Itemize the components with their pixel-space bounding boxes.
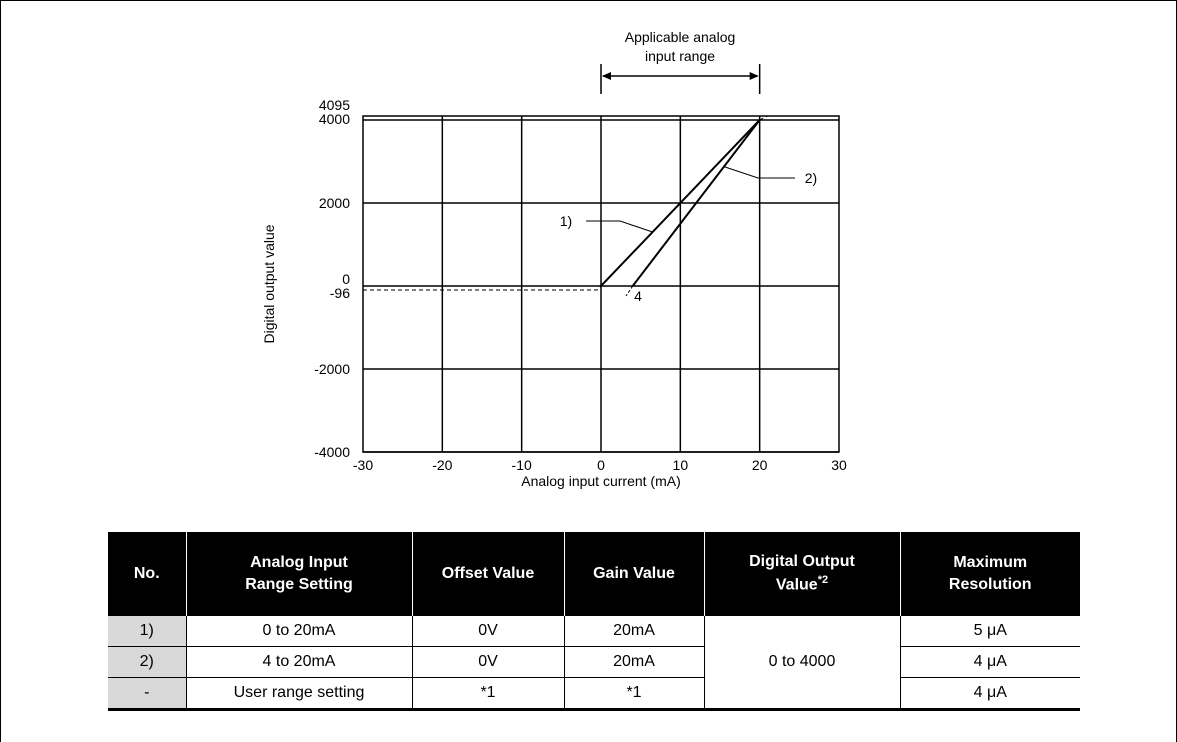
- dashed-limit-line: [363, 285, 602, 291]
- cell-gain: 20mA: [563, 646, 704, 678]
- cell-range: User range setting: [185, 677, 412, 711]
- io-characteristic-chart: -30 -20 -10 0 10 20 304095400020000-96-2000-40…: [261, 29, 847, 489]
- x-tick-label: -20: [432, 457, 452, 473]
- table-row: 1) 0 to 20mA 0V 20mA 0 to 4000 5 μA: [108, 616, 1080, 711]
- range-annotation-line2: input range: [645, 48, 715, 64]
- series-line: [631, 119, 761, 287]
- header-digital-output: Digital Output Value*2: [703, 532, 900, 616]
- x-tick-label: -30: [353, 457, 373, 473]
- range-arrow-head-left: [602, 72, 611, 80]
- callout-label-2: 2): [805, 170, 817, 186]
- y-tick-label: 0: [342, 271, 350, 287]
- y-tick-label: -4000: [314, 444, 350, 460]
- footnote-marker: *2: [817, 574, 829, 587]
- cell-no: 2): [108, 646, 186, 678]
- y-tick-label: 2000: [319, 195, 350, 211]
- header-offset: Offset Value: [411, 532, 564, 616]
- y-tick-label: -2000: [314, 361, 350, 377]
- range-arrow-head-right: [749, 72, 759, 80]
- y-axis-label: Digital output value: [261, 224, 277, 343]
- y-tick-label: -96: [330, 285, 350, 301]
- header-no: No.: [108, 532, 186, 616]
- cell-digital-output: 0 to 4000: [703, 616, 900, 711]
- resolution-table: No. Analog Input Range Setting Offset Val…: [108, 532, 1080, 711]
- callout-leader-2: [723, 166, 795, 179]
- cell-no: -: [108, 677, 186, 711]
- callout-leader-4: [625, 285, 634, 297]
- cell-no: 1): [108, 616, 186, 647]
- dashed-limit-line: [759, 115, 839, 121]
- y-tick-label: 4095: [319, 97, 350, 113]
- x-tick-label: 30: [831, 457, 847, 473]
- cell-resolution: 4 μA: [899, 677, 1080, 711]
- cell-resolution: 4 μA: [899, 646, 1080, 678]
- header-resolution: Maximum Resolution: [899, 532, 1080, 616]
- x-tick-label: -10: [512, 457, 532, 473]
- cell-offset: 0V: [411, 616, 564, 647]
- cell-gain: 20mA: [563, 616, 704, 647]
- cell-gain: *1: [563, 677, 704, 711]
- cell-offset: 0V: [411, 646, 564, 678]
- table-header-row: No. Analog Input Range Setting Offset Val…: [108, 532, 1080, 616]
- cell-range: 4 to 20mA: [185, 646, 412, 678]
- cell-range: 0 to 20mA: [185, 616, 412, 647]
- header-range-setting: Analog Input Range Setting: [185, 532, 412, 616]
- range-annotation-line1: Applicable analog: [625, 29, 736, 45]
- table-row: 2) 4 to 20mA 0V 20mA 4 μA: [108, 646, 1080, 678]
- cell-offset: *1: [411, 677, 564, 711]
- x-axis-label: Analog input current (mA): [521, 473, 681, 489]
- x-tick-label: 0: [597, 457, 605, 473]
- y-tick-label: 4000: [319, 111, 350, 127]
- cell-resolution: 5 μA: [899, 616, 1080, 647]
- x-tick-label: 20: [752, 457, 768, 473]
- callout-leader-1: [586, 220, 653, 233]
- callout-label-4: 4: [634, 288, 642, 304]
- x-tick-label: 10: [673, 457, 689, 473]
- callout-label-1: 1): [560, 213, 572, 229]
- table-row: - User range setting *1 *1 4 μA: [108, 677, 1080, 711]
- series-line: [600, 119, 761, 287]
- header-gain: Gain Value: [563, 532, 704, 616]
